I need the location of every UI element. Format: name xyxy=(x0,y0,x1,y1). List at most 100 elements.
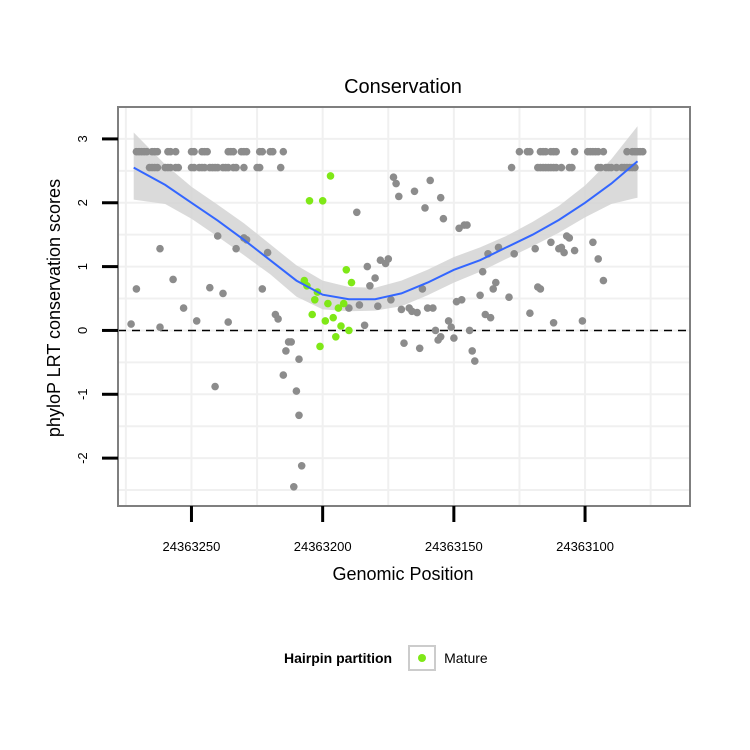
other-point xyxy=(426,176,435,185)
x-tick-label: 24363250 xyxy=(163,539,221,554)
other-point xyxy=(439,214,448,223)
other-point xyxy=(505,293,513,302)
other-point xyxy=(486,313,495,322)
other-point xyxy=(132,285,141,293)
other-point xyxy=(392,179,400,188)
other-point xyxy=(389,173,398,181)
other-point xyxy=(552,147,560,156)
mature-point xyxy=(308,310,317,319)
smooth-line-layer xyxy=(133,160,639,301)
mature-point xyxy=(342,266,351,274)
other-point xyxy=(387,296,395,304)
confidence-ribbon xyxy=(133,126,638,312)
other-point xyxy=(224,318,232,326)
other-point xyxy=(565,234,574,242)
other-point xyxy=(457,296,466,304)
other-point xyxy=(589,238,597,247)
other-point xyxy=(374,302,382,311)
y-tick-label: 1 xyxy=(75,263,90,270)
other-point xyxy=(174,163,183,172)
other-point xyxy=(211,382,219,391)
other-point xyxy=(471,357,479,365)
other-point xyxy=(279,147,288,156)
other-point xyxy=(536,285,545,293)
other-point xyxy=(410,187,419,196)
other-point xyxy=(295,411,303,420)
other-point xyxy=(478,267,487,276)
other-point xyxy=(489,285,498,293)
other-point xyxy=(594,147,602,156)
x-tick-label: 24363150 xyxy=(425,539,483,554)
other-point xyxy=(224,163,232,172)
y-tick-label: -1 xyxy=(75,388,90,400)
other-point xyxy=(290,483,298,491)
legend-key xyxy=(408,645,437,671)
other-point xyxy=(557,163,566,172)
smooth-line xyxy=(133,160,639,301)
other-point xyxy=(526,147,534,156)
other-point xyxy=(190,163,198,172)
other-point xyxy=(415,344,424,353)
x-axis: 24363250 24363200 24363150 24363100 xyxy=(163,506,614,554)
other-point xyxy=(279,371,288,379)
other-point xyxy=(156,323,164,332)
other-point xyxy=(465,326,474,335)
other-point xyxy=(276,163,285,172)
y-tick-label: 0 xyxy=(75,327,90,334)
other-point xyxy=(206,283,214,292)
legend: Hairpin partition Mature xyxy=(284,643,488,673)
mature-point xyxy=(318,197,327,205)
other-point xyxy=(229,147,238,156)
other-point xyxy=(612,163,621,172)
other-point xyxy=(171,147,180,156)
other-point xyxy=(232,163,240,172)
other-point xyxy=(360,321,369,330)
other-point xyxy=(541,147,550,156)
other-point xyxy=(156,244,164,253)
other-point xyxy=(213,163,222,172)
other-point xyxy=(476,291,484,300)
other-point xyxy=(203,147,211,156)
chart-title: Conservation xyxy=(344,76,462,98)
other-point xyxy=(353,208,361,217)
other-point xyxy=(492,278,500,287)
other-point xyxy=(366,282,374,290)
other-point xyxy=(599,276,608,285)
other-point xyxy=(578,317,587,325)
other-point xyxy=(240,163,248,172)
other-point xyxy=(531,244,539,253)
mature-point xyxy=(339,299,348,308)
other-point xyxy=(143,147,151,156)
other-point xyxy=(192,317,201,325)
other-point xyxy=(463,221,471,229)
x-axis-label: Genomic Position xyxy=(332,564,473,584)
other-point xyxy=(258,147,267,156)
other-point xyxy=(242,147,251,156)
y-tick-label: 3 xyxy=(75,135,90,142)
other-point xyxy=(297,462,306,470)
other-point xyxy=(274,315,282,323)
mature-point xyxy=(321,317,330,325)
x-tick-label: 24363100 xyxy=(556,539,614,554)
mature-point xyxy=(332,333,340,341)
legend-label-mature: Mature xyxy=(444,650,488,666)
other-point xyxy=(269,147,277,156)
other-point xyxy=(552,163,560,172)
mature-point xyxy=(347,278,356,287)
other-point xyxy=(594,255,602,263)
other-point xyxy=(450,334,458,342)
other-point xyxy=(400,339,408,348)
points-layer xyxy=(127,147,647,491)
other-point xyxy=(232,244,240,253)
other-point xyxy=(384,255,393,263)
other-point xyxy=(166,163,175,172)
other-point xyxy=(127,320,135,328)
other-point xyxy=(623,147,631,156)
other-point xyxy=(423,304,432,312)
other-point xyxy=(510,250,518,258)
other-point xyxy=(568,163,576,172)
x-tick-label: 24363200 xyxy=(294,539,352,554)
legend-title: Hairpin partition xyxy=(284,650,393,666)
other-point xyxy=(153,147,162,156)
other-point xyxy=(190,147,198,156)
